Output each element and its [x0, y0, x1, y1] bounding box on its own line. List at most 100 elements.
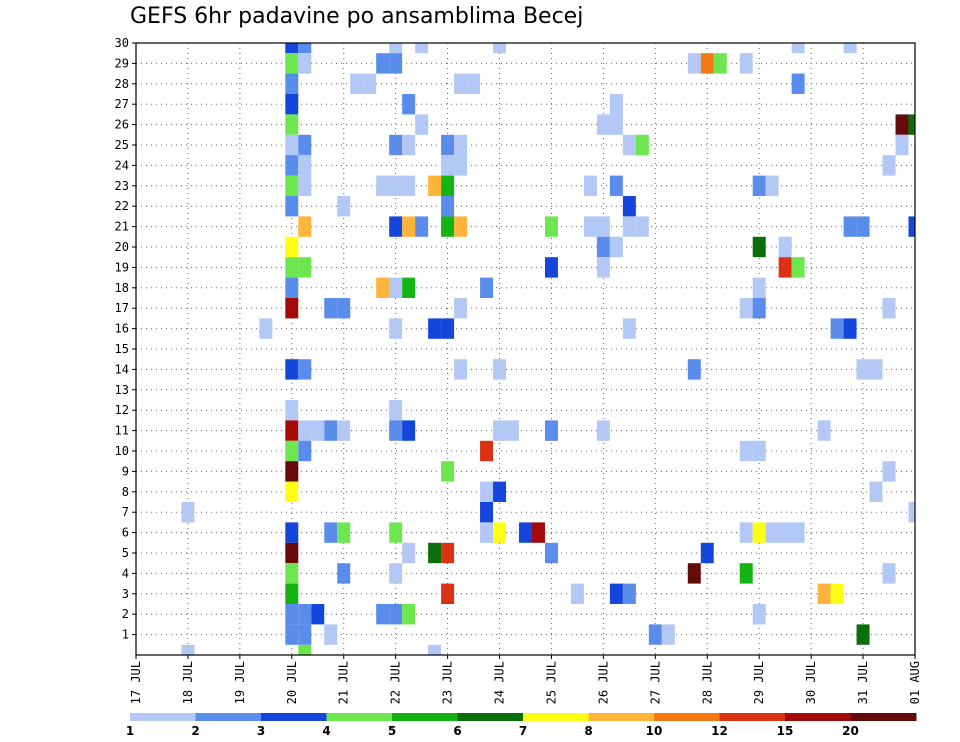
heatmap-cell: [337, 420, 351, 441]
heatmap-cell: [752, 236, 766, 258]
heatmap-cell: [389, 43, 403, 54]
x-tick-label: 28 JUL: [700, 661, 714, 704]
heatmap-cell: [389, 277, 403, 298]
heatmap-cell: [389, 522, 403, 543]
y-tick-label: 20: [115, 240, 129, 254]
heatmap-cell: [519, 522, 532, 543]
heatmap-cell: [285, 43, 299, 54]
heatmap-cell: [687, 53, 701, 74]
heatmap-cell: [791, 257, 805, 278]
colorbar-swatch: [850, 713, 917, 721]
colorbar-label: 2: [191, 724, 199, 738]
heatmap-cell: [830, 318, 844, 339]
y-tick-label: 12: [115, 403, 129, 417]
heatmap-cell: [441, 461, 455, 482]
heatmap-cell: [402, 420, 416, 441]
heatmap-cell: [609, 94, 623, 115]
colorbar-label: 12: [711, 724, 728, 738]
y-tick-label: 17: [115, 301, 129, 315]
x-tick-label: 21 JUL: [337, 661, 351, 704]
y-tick-label: 8: [122, 485, 129, 499]
heatmap-cell: [376, 175, 390, 196]
heatmap-cell: [700, 53, 714, 74]
heatmap-cell: [480, 481, 494, 502]
heatmap-cell: [609, 175, 623, 196]
heatmap-cell: [908, 114, 915, 135]
heatmap-cell: [635, 216, 649, 237]
colorbar-swatch: [457, 713, 524, 721]
colorbar-label: 4: [322, 724, 330, 738]
heatmap-cell: [389, 420, 403, 441]
colorbar-swatch: [654, 713, 720, 721]
heatmap-cell: [467, 73, 481, 94]
heatmap-cell: [350, 73, 364, 94]
heatmap-cell: [882, 155, 896, 176]
y-tick-label: 3: [122, 587, 129, 601]
heatmap-cell: [337, 298, 351, 319]
x-tick-label: 30 JUL: [804, 661, 818, 704]
heatmap-cell: [830, 583, 844, 604]
colorbar-label: 8: [584, 724, 592, 738]
heatmap-cell: [337, 563, 351, 584]
heatmap-cell: [298, 216, 312, 237]
heatmap-cell: [609, 236, 623, 258]
heatmap-cell: [544, 257, 558, 278]
y-tick-label: 19: [115, 260, 129, 274]
colorbar-label: 3: [257, 724, 265, 738]
heatmap-cell: [765, 175, 779, 196]
y-tick-label: 30: [115, 36, 129, 50]
heatmap-cell: [389, 216, 403, 237]
heatmap-cell: [791, 522, 805, 543]
y-tick-label: 25: [115, 138, 129, 152]
heatmap-cell: [752, 440, 766, 462]
heatmap-cell: [402, 94, 416, 115]
heatmap-cells: [181, 43, 915, 655]
y-tick-label: 21: [115, 220, 129, 234]
heatmap-cell: [298, 604, 312, 625]
x-tick-label: 24 JUL: [493, 661, 507, 704]
heatmap-cell: [570, 583, 584, 604]
heatmap-cell: [493, 481, 507, 502]
heatmap-cell: [285, 196, 299, 217]
heatmap-cell: [324, 298, 338, 319]
y-tick-label: 29: [115, 56, 129, 70]
heatmap-cell: [752, 522, 766, 543]
heatmap-cell: [454, 216, 468, 237]
heatmap-cell: [454, 298, 468, 319]
colorbar-label: 5: [388, 724, 396, 738]
heatmap-cell: [895, 114, 909, 135]
y-tick-label: 13: [115, 383, 129, 397]
colorbar-label: 10: [646, 724, 663, 738]
heatmap-cell: [285, 175, 299, 196]
y-tick-label: 22: [115, 199, 129, 213]
heatmap-cell: [765, 522, 779, 543]
heatmap-cell: [285, 53, 299, 74]
heatmap-cell: [285, 277, 299, 298]
heatmap-cell: [869, 481, 883, 502]
heatmap-cell: [415, 114, 429, 135]
heatmap-cell: [596, 114, 610, 135]
heatmap-cell: [285, 624, 299, 645]
heatmap-cell: [298, 43, 312, 54]
x-tick-label: 23 JUL: [441, 661, 455, 704]
heatmap-cell: [285, 604, 299, 625]
heatmap-cell: [428, 175, 442, 196]
heatmap-cell: [311, 420, 325, 441]
heatmap-cell: [285, 400, 299, 421]
heatmap-cell: [778, 522, 792, 543]
heatmap-cell: [285, 359, 299, 380]
heatmap-cell: [363, 73, 377, 94]
heatmap-cell: [739, 53, 753, 74]
heatmap-cell: [778, 236, 792, 258]
heatmap-cell: [713, 53, 727, 74]
heatmap-cell: [752, 175, 766, 196]
heatmap-cell: [493, 522, 507, 543]
heatmap-cell: [480, 502, 494, 523]
heatmap-cell: [661, 624, 675, 645]
colorbar-label: 20: [842, 724, 859, 738]
heatmap-cell: [389, 318, 403, 339]
heatmap-cell: [337, 522, 351, 543]
x-tick-label: 19 JUL: [233, 661, 247, 704]
heatmap-cell: [441, 196, 455, 217]
colorbar-swatch: [588, 713, 655, 721]
